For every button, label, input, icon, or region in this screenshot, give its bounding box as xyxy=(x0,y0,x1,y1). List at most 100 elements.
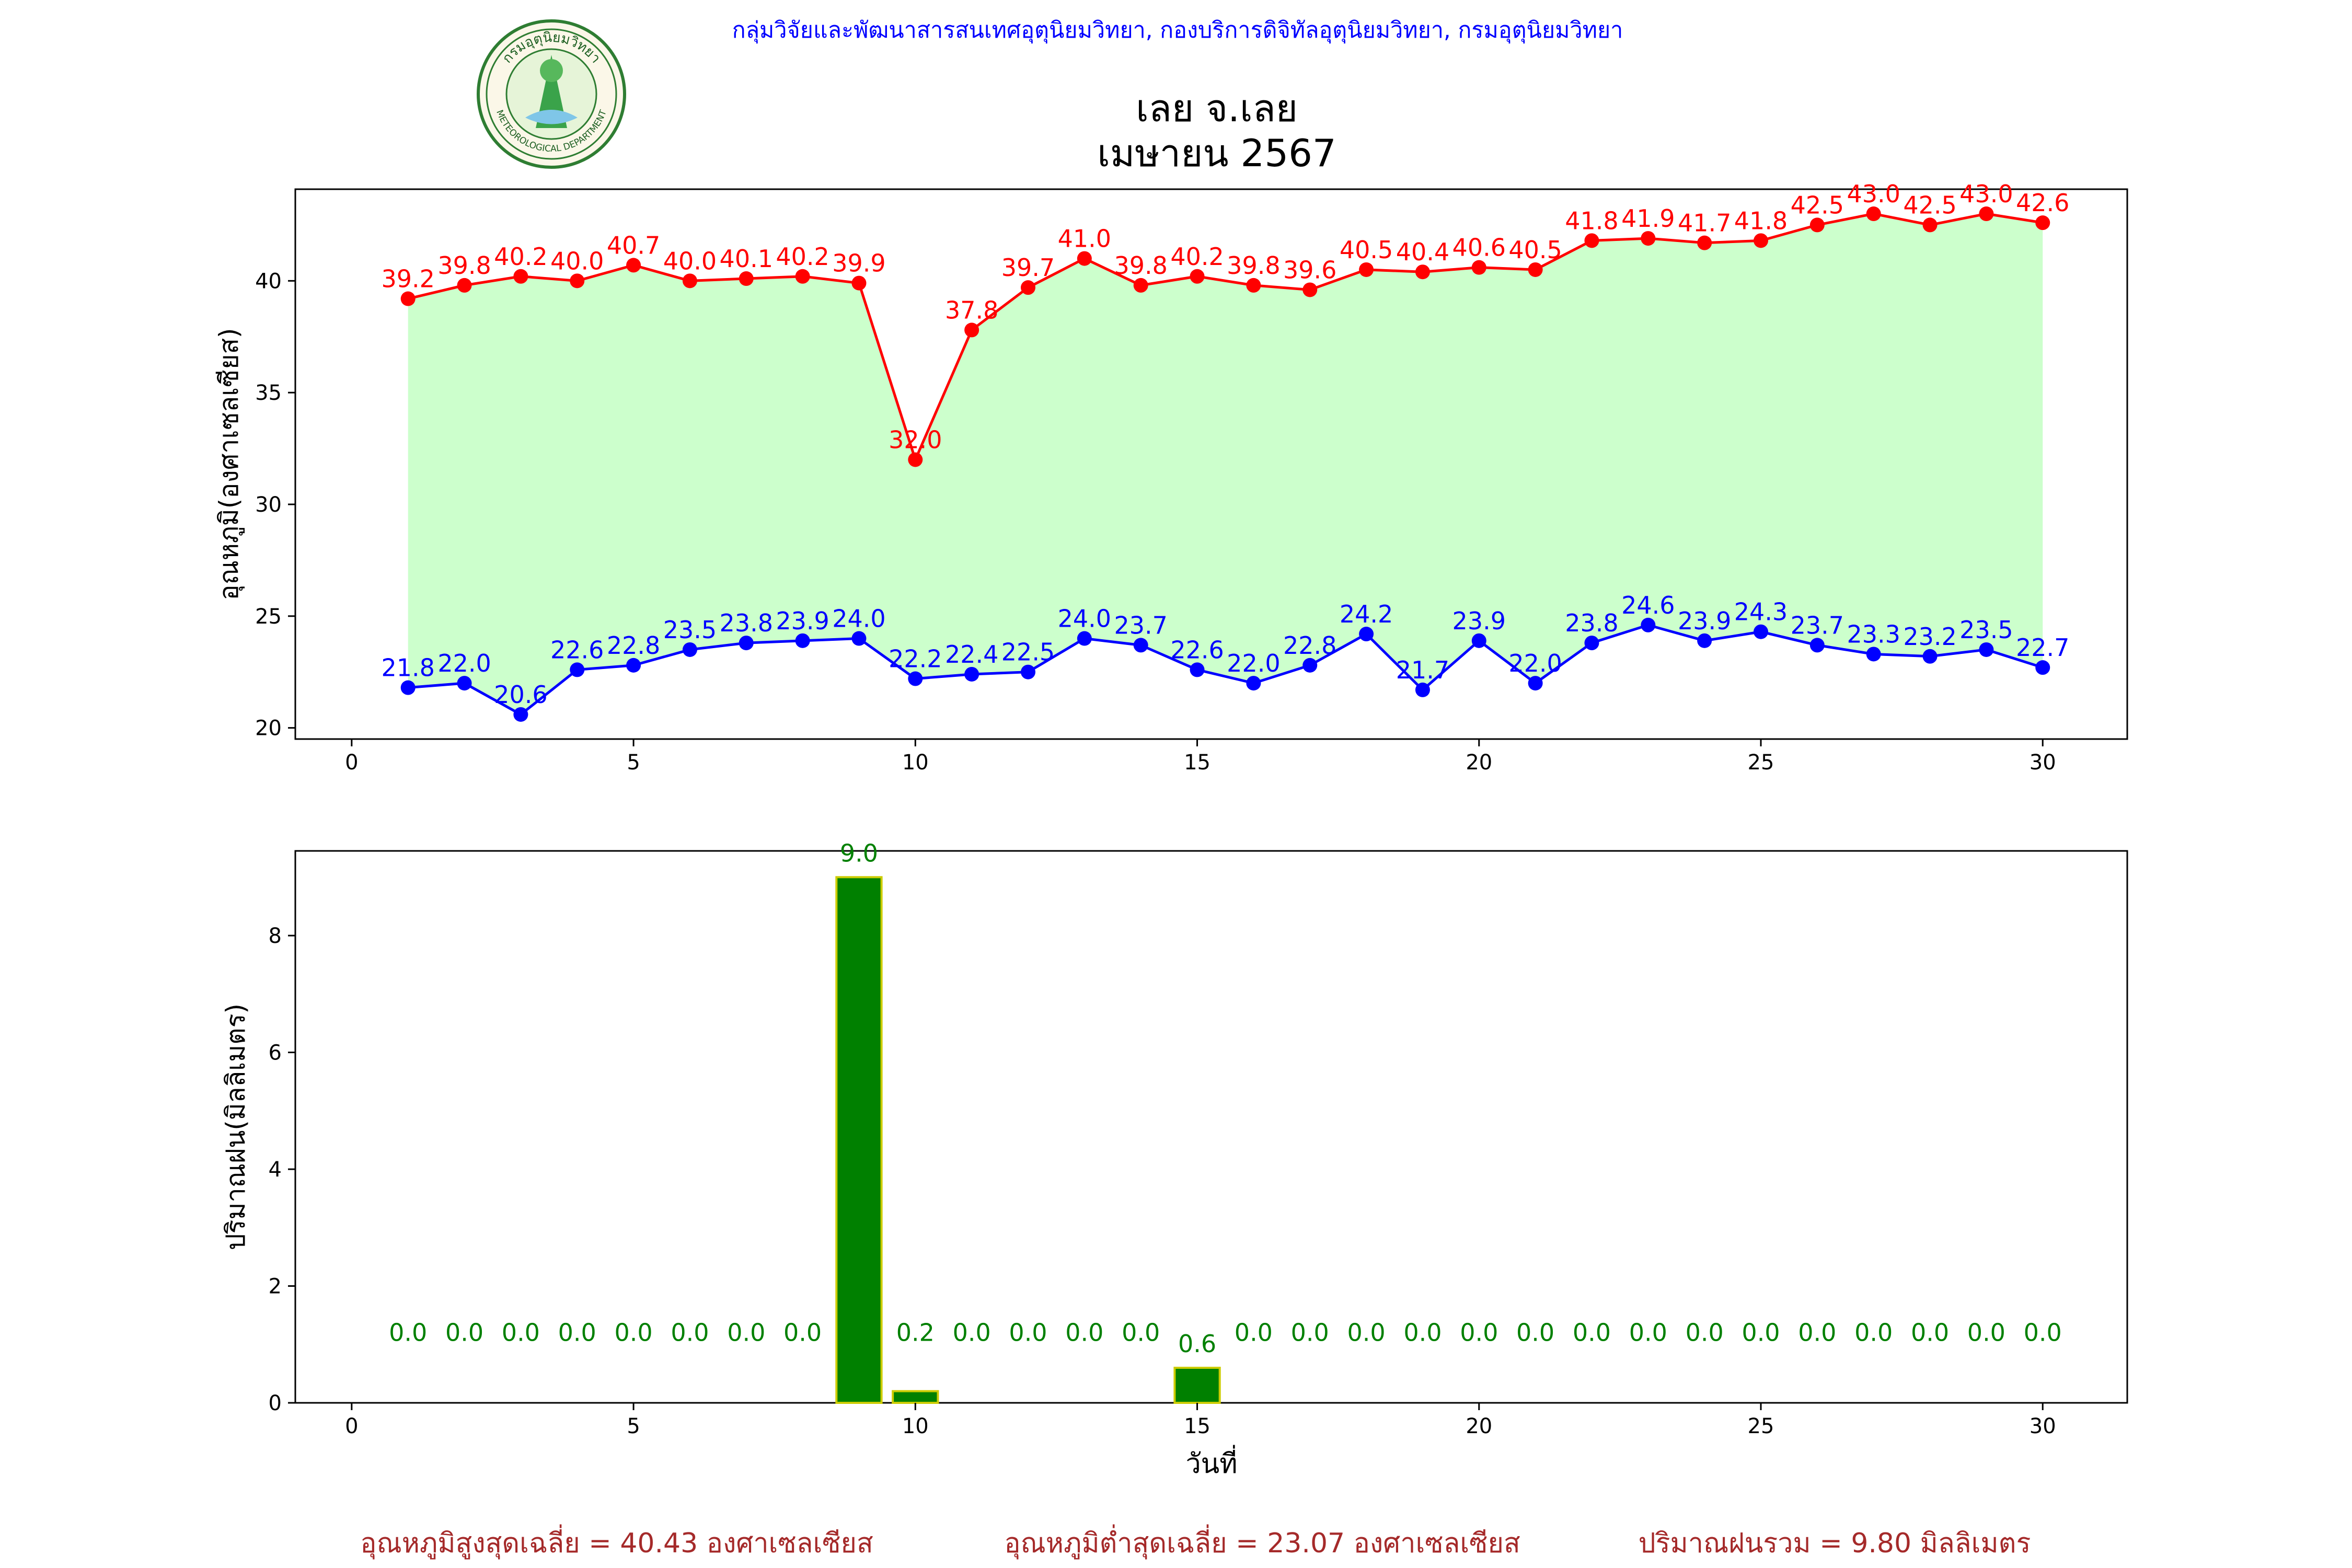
rainfall-y-tick-label: 2 xyxy=(269,1275,282,1299)
min-temp-point xyxy=(1809,638,1825,653)
min-temp-data-label: 23.9 xyxy=(776,607,829,635)
rainfall-y-tick-label: 6 xyxy=(269,1041,282,1065)
max-temp-data-label: 37.8 xyxy=(945,296,998,324)
min-temp-data-label: 23.7 xyxy=(1114,611,1167,639)
rain-total-summary: ปริมาณฝนรวม = 9.80 มิลลิเมตร xyxy=(1639,1528,2031,1559)
max-temp-point xyxy=(1471,260,1486,275)
max-temp-point xyxy=(570,273,585,289)
max-temp-point xyxy=(1077,251,1092,266)
min-temp-data-label: 22.6 xyxy=(550,636,604,664)
max-temp-data-label: 40.0 xyxy=(550,247,604,275)
min-temp-point xyxy=(795,633,810,648)
temperature-range-fill xyxy=(408,214,2043,714)
rain-data-label: 0.0 xyxy=(1065,1319,1103,1347)
max-temp-data-label: 40.6 xyxy=(1452,234,1506,262)
rain-data-label: 0.0 xyxy=(727,1319,765,1347)
max-temp-point xyxy=(457,278,472,293)
max-temp-data-label: 40.1 xyxy=(720,245,773,273)
min-temp-data-label: 22.2 xyxy=(889,645,942,673)
rain-data-label: 0.0 xyxy=(1009,1319,1047,1347)
min-temp-point xyxy=(908,671,923,686)
max-temp-point xyxy=(682,273,697,289)
max-temp-data-label: 40.7 xyxy=(607,231,660,259)
min-temp-data-label: 23.5 xyxy=(1959,616,2013,644)
temperature-x-tick-label: 30 xyxy=(2030,751,2056,775)
max-temp-point xyxy=(1697,235,1712,250)
rain-data-label: 0.0 xyxy=(502,1319,540,1347)
min-temp-data-label: 22.0 xyxy=(1227,649,1280,677)
max-temp-data-label: 39.8 xyxy=(1114,251,1167,280)
rainfall-x-tick-label: 5 xyxy=(627,1414,640,1438)
rain-data-label: 0.0 xyxy=(1629,1319,1667,1347)
rain-data-label: 0.0 xyxy=(1742,1319,1780,1347)
min-temp-point xyxy=(1584,636,1599,651)
max-temp-data-label: 40.5 xyxy=(1508,236,1562,264)
rain-data-label: 0.6 xyxy=(1178,1330,1216,1358)
temperature-y-axis-label: อุณหภูมิ(องศาเซลเซียส) xyxy=(214,328,245,600)
min-temp-point xyxy=(1302,658,1318,673)
min-temp-data-label: 24.6 xyxy=(1621,591,1675,619)
avg-max-summary: อุณหภูมิสูงสุดเฉลี่ย = 40.43 องศาเซลเซีย… xyxy=(360,1524,873,1560)
rainfall-x-tick-label: 15 xyxy=(1184,1414,1210,1438)
max-temp-data-label: 40.2 xyxy=(494,243,547,271)
max-temp-point xyxy=(739,271,754,286)
min-temp-point xyxy=(1697,633,1712,648)
rainfall-y-tick-label: 0 xyxy=(269,1391,282,1415)
min-temp-data-label: 22.0 xyxy=(1508,649,1562,677)
min-temp-data-label: 22.4 xyxy=(945,640,998,668)
max-temp-point xyxy=(1584,233,1599,248)
max-temp-data-label: 41.0 xyxy=(1058,225,1111,253)
rain-data-label: 0.0 xyxy=(614,1319,652,1347)
rainfall-x-tick-label: 20 xyxy=(1466,1414,1492,1438)
rain-data-label: 0.0 xyxy=(1967,1319,2005,1347)
agency-header: กลุ่มวิจัยและพัฒนาสารสนเทศอุตุนิยมวิทยา,… xyxy=(732,17,1623,44)
min-temp-data-label: 23.9 xyxy=(1678,607,1731,635)
max-temp-point xyxy=(1641,231,1656,246)
temperature-y-tick-label: 20 xyxy=(255,717,282,741)
min-temp-point xyxy=(1021,664,1035,679)
rain-bar xyxy=(1173,1366,1221,1404)
max-temp-data-label: 40.0 xyxy=(663,247,717,275)
min-temp-point xyxy=(682,642,697,657)
max-temp-point xyxy=(1528,262,1543,277)
max-temp-point xyxy=(400,291,416,306)
max-temp-point xyxy=(908,452,923,467)
rain-data-label: 0.0 xyxy=(558,1319,596,1347)
max-temp-data-label: 39.2 xyxy=(381,265,434,293)
max-temp-data-label: 39.9 xyxy=(832,249,885,278)
temperature-x-tick-label: 10 xyxy=(902,751,929,775)
min-temp-point xyxy=(1471,633,1486,648)
rain-data-label: 0.0 xyxy=(1403,1319,1442,1347)
max-temp-data-label: 42.5 xyxy=(1791,191,1844,219)
rainfall-x-axis-label: วันที่ xyxy=(1185,1445,1237,1480)
min-temp-data-label: 23.9 xyxy=(1452,607,1506,635)
min-temp-point xyxy=(1528,676,1543,691)
min-temp-point xyxy=(1866,647,1881,662)
temperature-x-tick-label: 25 xyxy=(1748,751,1774,775)
max-temp-point xyxy=(1866,206,1881,222)
max-temp-data-label: 39.8 xyxy=(1227,251,1280,280)
rain-data-label: 0.0 xyxy=(1516,1319,1554,1347)
min-temp-data-label: 20.6 xyxy=(494,681,547,709)
max-temp-data-label: 40.5 xyxy=(1340,236,1393,264)
min-temp-data-label: 23.3 xyxy=(1847,620,1900,648)
max-temp-point xyxy=(964,322,979,338)
min-temp-data-label: 23.8 xyxy=(720,609,773,637)
max-temp-point xyxy=(1359,262,1374,277)
max-temp-point xyxy=(1246,278,1261,293)
rain-data-label: 9.0 xyxy=(840,839,878,867)
rain-data-label: 0.0 xyxy=(445,1319,483,1347)
rain-data-label: 0.0 xyxy=(1460,1319,1498,1347)
rain-bar xyxy=(892,1390,939,1404)
min-temp-point xyxy=(1133,638,1148,653)
max-temp-data-label: 39.8 xyxy=(437,251,491,280)
rainfall-chart: 0.0 0.0 0.0 0.0 0.0 0.0 0.0 0.0 9.0 0.2 0.0 0.0 0.0 0… xyxy=(221,839,2128,1480)
chart-title-line2: เมษายน 2567 xyxy=(1097,131,1336,175)
max-temp-point xyxy=(1979,206,1994,222)
rainfall-x-tick-label: 25 xyxy=(1748,1414,1774,1438)
max-temp-point xyxy=(1190,269,1205,284)
temperature-y-tick-label: 30 xyxy=(255,493,282,517)
rain-data-label: 0.0 xyxy=(389,1319,427,1347)
max-temp-point xyxy=(1021,280,1035,295)
temperature-chart: 39.2 21.8 39.8 22.0 40.2 20.6 40.0 22.6 40.7 22.8… xyxy=(214,180,2128,775)
